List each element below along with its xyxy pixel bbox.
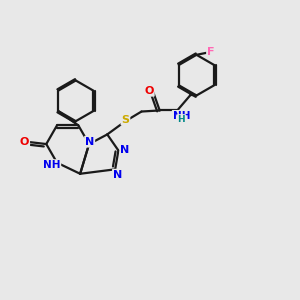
Text: NH: NH xyxy=(172,111,190,121)
Text: H: H xyxy=(178,115,185,124)
Text: O: O xyxy=(20,137,29,147)
Text: F: F xyxy=(207,47,214,57)
Text: N: N xyxy=(120,145,130,155)
Text: O: O xyxy=(144,86,154,96)
Text: NH: NH xyxy=(43,160,60,170)
Text: N: N xyxy=(85,137,94,147)
Text: N: N xyxy=(113,170,122,180)
Text: S: S xyxy=(122,115,129,125)
